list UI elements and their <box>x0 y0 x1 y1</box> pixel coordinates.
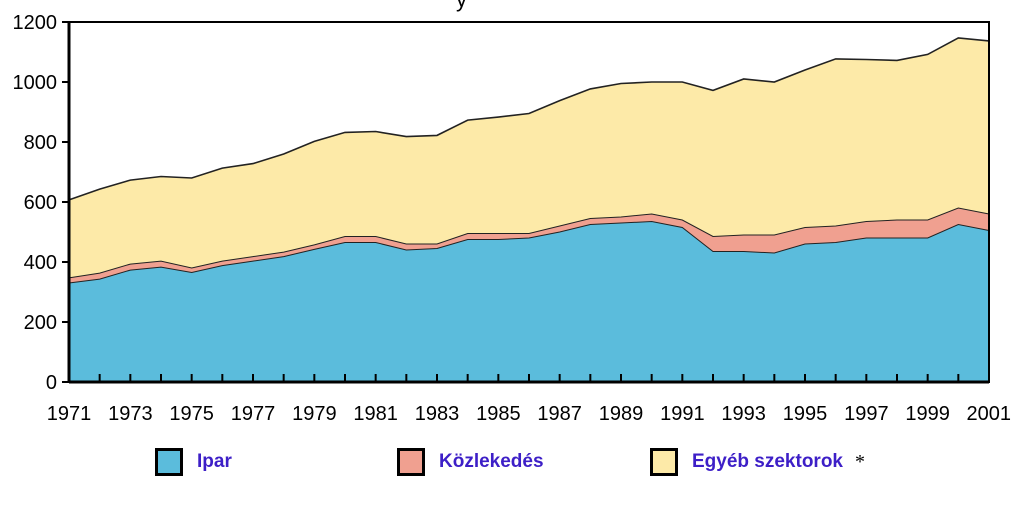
x-tick-label: 1991 <box>660 403 705 425</box>
area-series-0 <box>69 221 989 382</box>
x-tick-label: 1971 <box>47 403 92 425</box>
legend-swatch-kozlekedes <box>397 448 425 476</box>
legend-swatch-egyeb <box>650 448 678 476</box>
chart-title-fragment: y <box>456 0 467 13</box>
y-tick-label: 200 <box>24 312 57 334</box>
x-tick-label: 1989 <box>599 403 644 425</box>
x-tick-label: 1973 <box>108 403 153 425</box>
y-axis-ticks: 0 200 400 600 800 1000 1200 <box>13 12 69 394</box>
area-series-2 <box>69 37 989 278</box>
legend: Ipar Közlekedés Egyéb szektorok * <box>0 448 1018 488</box>
x-tick-label: 1993 <box>721 403 766 425</box>
legend-label-kozlekedes: Közlekedés <box>439 451 544 472</box>
area-layers <box>68 37 990 382</box>
legend-swatch-ipar <box>155 448 183 476</box>
x-tick-label: 1979 <box>292 403 337 425</box>
legend-label-ipar: Ipar <box>197 451 232 472</box>
x-axis-ticks: 1971 1973 1975 1977 1979 1981 1983 1985 1987 1989… <box>47 374 1011 425</box>
area-boundary-0 <box>68 220 990 284</box>
x-tick-label: 1977 <box>231 403 276 425</box>
x-tick-label: 1985 <box>476 403 521 425</box>
y-tick-label: 1000 <box>13 72 58 94</box>
legend-item-ipar: Ipar <box>155 448 232 476</box>
y-tick-label: 0 <box>46 372 57 394</box>
area-boundary-1 <box>68 207 990 279</box>
x-tick-label: 1983 <box>415 403 460 425</box>
legend-item-egyeb: Egyéb szektorok * <box>650 448 865 476</box>
x-tick-label: 1997 <box>844 403 889 425</box>
x-tick-label: 1995 <box>783 403 828 425</box>
x-tick-label: 1999 <box>905 403 950 425</box>
x-tick-label: 1981 <box>353 403 398 425</box>
legend-label-egyeb: Egyéb szektorok <box>692 451 843 472</box>
legend-note-mark: * <box>855 450 865 473</box>
y-tick-label: 400 <box>24 252 57 274</box>
area-boundary-2 <box>68 37 990 201</box>
y-tick-label: 600 <box>24 192 57 214</box>
y-tick-label: 800 <box>24 132 57 154</box>
x-tick-label: 2001 <box>967 403 1012 425</box>
y-tick-label: 1200 <box>13 12 58 34</box>
legend-item-kozlekedes: Közlekedés <box>397 448 544 476</box>
x-tick-label: 1987 <box>537 403 582 425</box>
x-tick-label: 1975 <box>169 403 214 425</box>
